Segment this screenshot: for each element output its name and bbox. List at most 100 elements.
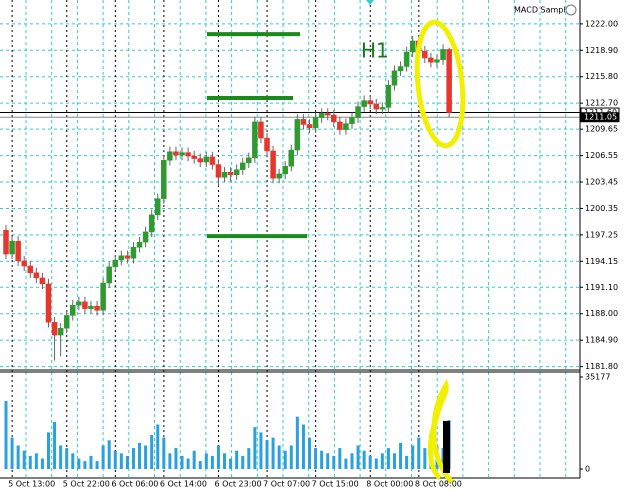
highlight-bar <box>443 421 450 473</box>
candle-body <box>15 241 21 262</box>
volume-bar <box>247 448 251 469</box>
x-tick-label: 5 Oct 22:00 <box>63 480 110 489</box>
timeframe-annotation: H1 <box>361 39 389 63</box>
x-tick-label: 6 Oct 14:00 <box>160 480 207 489</box>
volume-bar <box>119 453 123 469</box>
volume-bar <box>89 455 93 469</box>
volume-bar <box>180 455 184 469</box>
volume-bar <box>253 427 257 469</box>
candle-body <box>106 266 112 284</box>
volume-bar <box>229 458 233 469</box>
candle-body <box>39 277 46 285</box>
volume-bar <box>192 450 196 469</box>
x-tick-label: 5 Oct 13:00 <box>8 480 55 489</box>
candle-body <box>209 156 216 165</box>
candle-body <box>136 241 143 248</box>
candle-body <box>45 283 52 323</box>
volume-bar <box>138 442 142 469</box>
y-tick-label: 1222.00 <box>585 19 618 28</box>
candle-body <box>397 66 404 72</box>
volume-bar <box>320 450 324 469</box>
candle-body <box>57 327 64 336</box>
candle-body <box>63 315 70 329</box>
volume-bar <box>40 458 44 469</box>
candle-body <box>239 162 246 170</box>
candle-body <box>233 169 240 176</box>
volume-bar <box>368 455 372 469</box>
grid <box>0 0 580 478</box>
candle-body <box>434 59 440 63</box>
y-tick-label: 1218.90 <box>585 46 618 55</box>
volume-bar <box>28 455 32 469</box>
candle-body <box>318 113 325 118</box>
candle-body <box>294 119 301 151</box>
volume-bar <box>332 455 336 469</box>
candle-body <box>148 214 155 233</box>
volume-bar <box>22 450 26 469</box>
volume-bar <box>204 453 208 469</box>
candle-body <box>203 156 210 163</box>
volume-bar <box>131 448 135 469</box>
candle-body <box>191 155 197 159</box>
volume-bar <box>156 424 160 469</box>
y-tick-label: 1197.25 <box>585 230 618 239</box>
volume-bar <box>101 445 105 469</box>
y-tick-label: 1206.55 <box>585 151 618 160</box>
candle-body <box>3 229 9 255</box>
volume-bar <box>46 432 50 469</box>
candle-body <box>246 157 252 164</box>
volume-bar <box>338 448 342 469</box>
x-tick-label: 8 Oct 00:00 <box>366 480 413 489</box>
volume-bar <box>216 445 220 469</box>
volume-bar <box>374 458 378 469</box>
volume-bar <box>326 453 330 469</box>
volume-bar <box>83 461 87 469</box>
volume-bar <box>162 437 166 469</box>
candle-body <box>70 304 76 316</box>
price-label-box <box>580 112 620 123</box>
candle-body <box>9 241 15 255</box>
x-tick-label: 8 Oct 08:00 <box>415 480 462 489</box>
volume-bar <box>380 453 384 469</box>
candle-body <box>276 173 282 179</box>
volume-bar <box>34 453 38 469</box>
volume-bar <box>399 442 403 469</box>
volume-bar <box>210 455 214 469</box>
volume-bar <box>423 448 427 469</box>
volume-bar <box>417 437 421 469</box>
volume-bar <box>392 453 396 469</box>
marker <box>366 0 374 5</box>
volume-bar <box>344 458 348 469</box>
y-tick-label: 35177 <box>585 373 610 382</box>
candle-body <box>142 231 149 243</box>
y-tick-label: 1194.15 <box>585 257 618 266</box>
volume-bar <box>71 453 75 469</box>
x-tick-label: 6 Oct 23:00 <box>215 480 262 489</box>
y-tick-label: 1184.90 <box>585 336 618 345</box>
y-tick-label: 0 <box>585 465 590 474</box>
candle-body <box>343 123 349 130</box>
candle-body <box>100 282 106 311</box>
candle-body <box>379 107 386 110</box>
candle-body <box>422 50 428 59</box>
candle-body <box>167 151 173 161</box>
volume-bar <box>235 450 239 469</box>
volume-bar <box>150 435 154 469</box>
candle-body <box>82 301 88 309</box>
y-tick-label: 1191.10 <box>585 283 618 292</box>
plot <box>0 32 580 469</box>
volume-bar <box>59 445 63 469</box>
volume-bar <box>186 458 190 469</box>
x-tick-label: 7 Oct 15:00 <box>312 480 359 489</box>
candle-body <box>282 165 288 175</box>
candle-body <box>21 260 27 267</box>
volume-bar <box>223 453 227 469</box>
candle-body <box>179 152 185 156</box>
expert-label: MACD Sample <box>514 6 571 15</box>
volume-bar <box>314 448 318 469</box>
volume-bar <box>259 432 263 469</box>
volume-bar <box>356 445 360 469</box>
volume-bar <box>144 445 148 469</box>
candle-body <box>94 305 100 311</box>
